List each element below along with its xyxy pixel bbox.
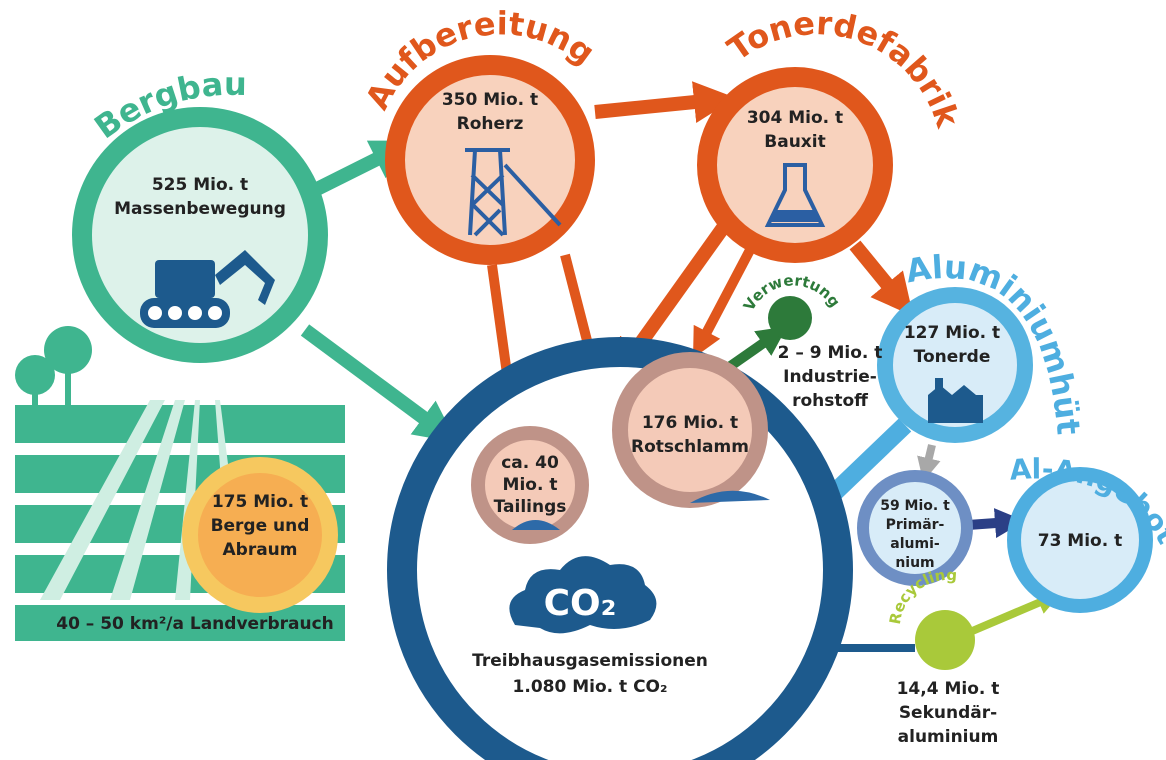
node-label: Berge und bbox=[211, 516, 310, 536]
node-label: Industrie- bbox=[783, 367, 877, 387]
node-label: Tailings bbox=[494, 497, 567, 517]
node-label: 175 Mio. t bbox=[212, 492, 308, 512]
node-label: 2 – 9 Mio. t bbox=[778, 343, 883, 363]
node-label: 525 Mio. t bbox=[152, 175, 248, 195]
emissions-label: 1.080 Mio. t CO₂ bbox=[513, 677, 668, 697]
node-label: 14,4 Mio. t bbox=[897, 679, 1000, 699]
node-label: Roherz bbox=[457, 114, 524, 134]
node-label: Rotschlamm bbox=[631, 437, 749, 457]
node-label: 176 Mio. t bbox=[642, 413, 738, 433]
node-label: 127 Mio. t bbox=[904, 323, 1000, 343]
node-label: Mio. t bbox=[503, 475, 558, 495]
node-label: 73 Mio. t bbox=[1038, 531, 1123, 551]
infographic: Bergbau Aufbereitung Tonerdefabrik Alumi… bbox=[0, 0, 1166, 760]
node-label: Tonerde bbox=[914, 347, 991, 367]
node-label: nium bbox=[895, 555, 934, 571]
land-label: 40 – 50 km²/a Landverbrauch bbox=[56, 614, 334, 634]
node-label: ca. 40 bbox=[501, 453, 559, 473]
node-label: Abraum bbox=[223, 540, 298, 560]
cloud-label: CO₂ bbox=[544, 583, 617, 624]
node-label: 59 Mio. t bbox=[880, 498, 950, 514]
node-label: alumi- bbox=[890, 536, 940, 552]
node-label: Massenbewegung bbox=[114, 199, 286, 219]
node-label: Primär- bbox=[886, 517, 945, 533]
node-label: 304 Mio. t bbox=[747, 108, 843, 128]
node-label: rohstoff bbox=[792, 391, 868, 411]
node-label: aluminium bbox=[898, 727, 999, 747]
node-label: Sekundär- bbox=[899, 703, 997, 723]
node-label: Bauxit bbox=[764, 132, 825, 152]
emissions-label: Treibhausgasemissionen bbox=[472, 651, 708, 671]
node-label: 350 Mio. t bbox=[442, 90, 538, 110]
